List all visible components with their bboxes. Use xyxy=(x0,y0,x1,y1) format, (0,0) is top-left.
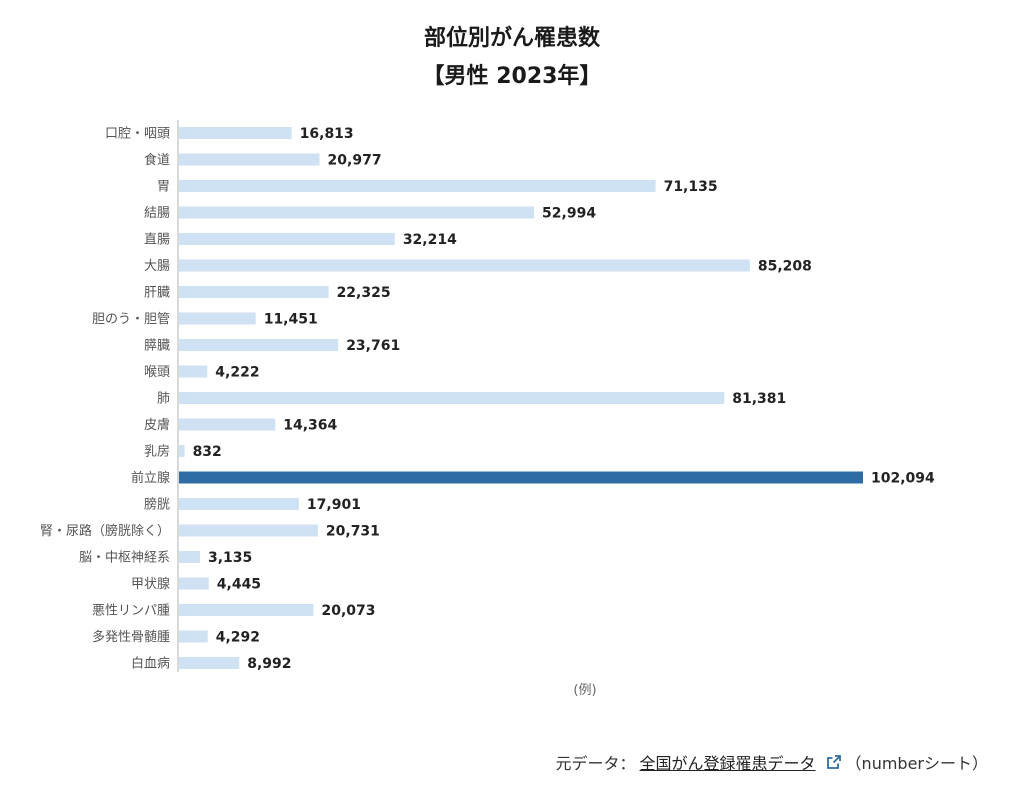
value-label: 8,992 xyxy=(247,656,291,672)
category-label: 膵臓 xyxy=(144,339,170,354)
value-label: 20,977 xyxy=(328,153,382,169)
bar-chart: 口腔・咽頭 16,813 食道 20,977 胃 71,135 結腸 52,994 直腸 32,2… xyxy=(40,120,935,672)
value-label: 23,761 xyxy=(346,338,400,354)
bar xyxy=(179,286,329,298)
bar xyxy=(179,259,750,272)
bar xyxy=(179,233,395,245)
value-label: 102,094 xyxy=(871,471,935,487)
category-label: 直腸 xyxy=(144,233,170,248)
category-label: 口腔・咽頭 xyxy=(105,127,170,142)
category-label: 大腸 xyxy=(144,259,170,274)
bar xyxy=(179,365,208,378)
value-label: 14,364 xyxy=(283,418,337,434)
value-label: 11,451 xyxy=(264,312,318,328)
value-label: 85,208 xyxy=(758,259,812,275)
category-label: 白血病 xyxy=(131,656,170,672)
value-label: 17,901 xyxy=(307,497,361,513)
bar xyxy=(179,630,208,643)
value-label: 4,445 xyxy=(217,577,261,593)
category-label: 膀胱 xyxy=(144,497,170,513)
legend-note: (例) xyxy=(573,683,597,698)
bar xyxy=(179,392,725,404)
bar xyxy=(179,180,656,192)
value-label: 832 xyxy=(193,444,222,460)
bar xyxy=(179,577,209,590)
chart-subtitle: 【男性 2023年】 xyxy=(422,64,602,89)
bar xyxy=(179,551,201,563)
bar xyxy=(179,127,292,139)
value-label: 20,731 xyxy=(326,524,380,540)
bar xyxy=(179,498,299,510)
source-suffix: （numberシート） xyxy=(845,754,988,773)
category-label: 肝臓 xyxy=(144,286,170,301)
category-label: 胃 xyxy=(157,180,170,195)
value-label: 3,135 xyxy=(208,550,252,566)
category-label: 食道 xyxy=(144,152,170,168)
value-label: 52,994 xyxy=(542,206,596,222)
category-label: 腎・尿路（膀胱除く） xyxy=(40,523,170,539)
category-label: 甲状腺 xyxy=(131,577,170,592)
bar xyxy=(179,524,318,537)
source-note: 元データ： 全国がん登録罹患データ （numberシート） xyxy=(556,750,988,774)
bar xyxy=(179,339,339,351)
value-label: 81,381 xyxy=(732,391,786,407)
bar xyxy=(179,657,240,669)
source-link[interactable]: 全国がん登録罹患データ xyxy=(639,754,816,773)
bar xyxy=(179,471,863,484)
category-label: 胆のう・胆管 xyxy=(92,312,170,327)
category-label: 皮膚 xyxy=(144,417,170,433)
value-label: 4,222 xyxy=(215,365,259,381)
category-label: 肺 xyxy=(157,392,170,407)
category-label: 乳房 xyxy=(144,444,170,460)
bar xyxy=(179,153,320,166)
category-label: 脳・中枢神経系 xyxy=(79,551,170,566)
category-label: 前立腺 xyxy=(131,470,170,486)
bar xyxy=(179,604,314,616)
category-label: 喉頭 xyxy=(144,365,170,380)
category-label: 悪性リンパ腫 xyxy=(92,603,170,619)
value-label: 4,292 xyxy=(216,630,260,646)
bar xyxy=(179,206,535,219)
value-label: 20,073 xyxy=(321,603,375,619)
external-link-icon[interactable] xyxy=(826,754,842,770)
chart-title: 部位別がん罹患数 xyxy=(423,26,600,51)
source-prefix: 元データ： xyxy=(555,754,636,773)
bar xyxy=(179,418,276,431)
bar xyxy=(179,445,185,457)
bar xyxy=(179,312,256,325)
category-label: 結腸 xyxy=(144,206,170,221)
value-label: 22,325 xyxy=(337,285,391,301)
value-label: 71,135 xyxy=(664,179,718,195)
value-label: 32,214 xyxy=(403,232,457,248)
category-label: 多発性骨髄腫 xyxy=(92,629,170,645)
value-label: 16,813 xyxy=(300,126,354,142)
